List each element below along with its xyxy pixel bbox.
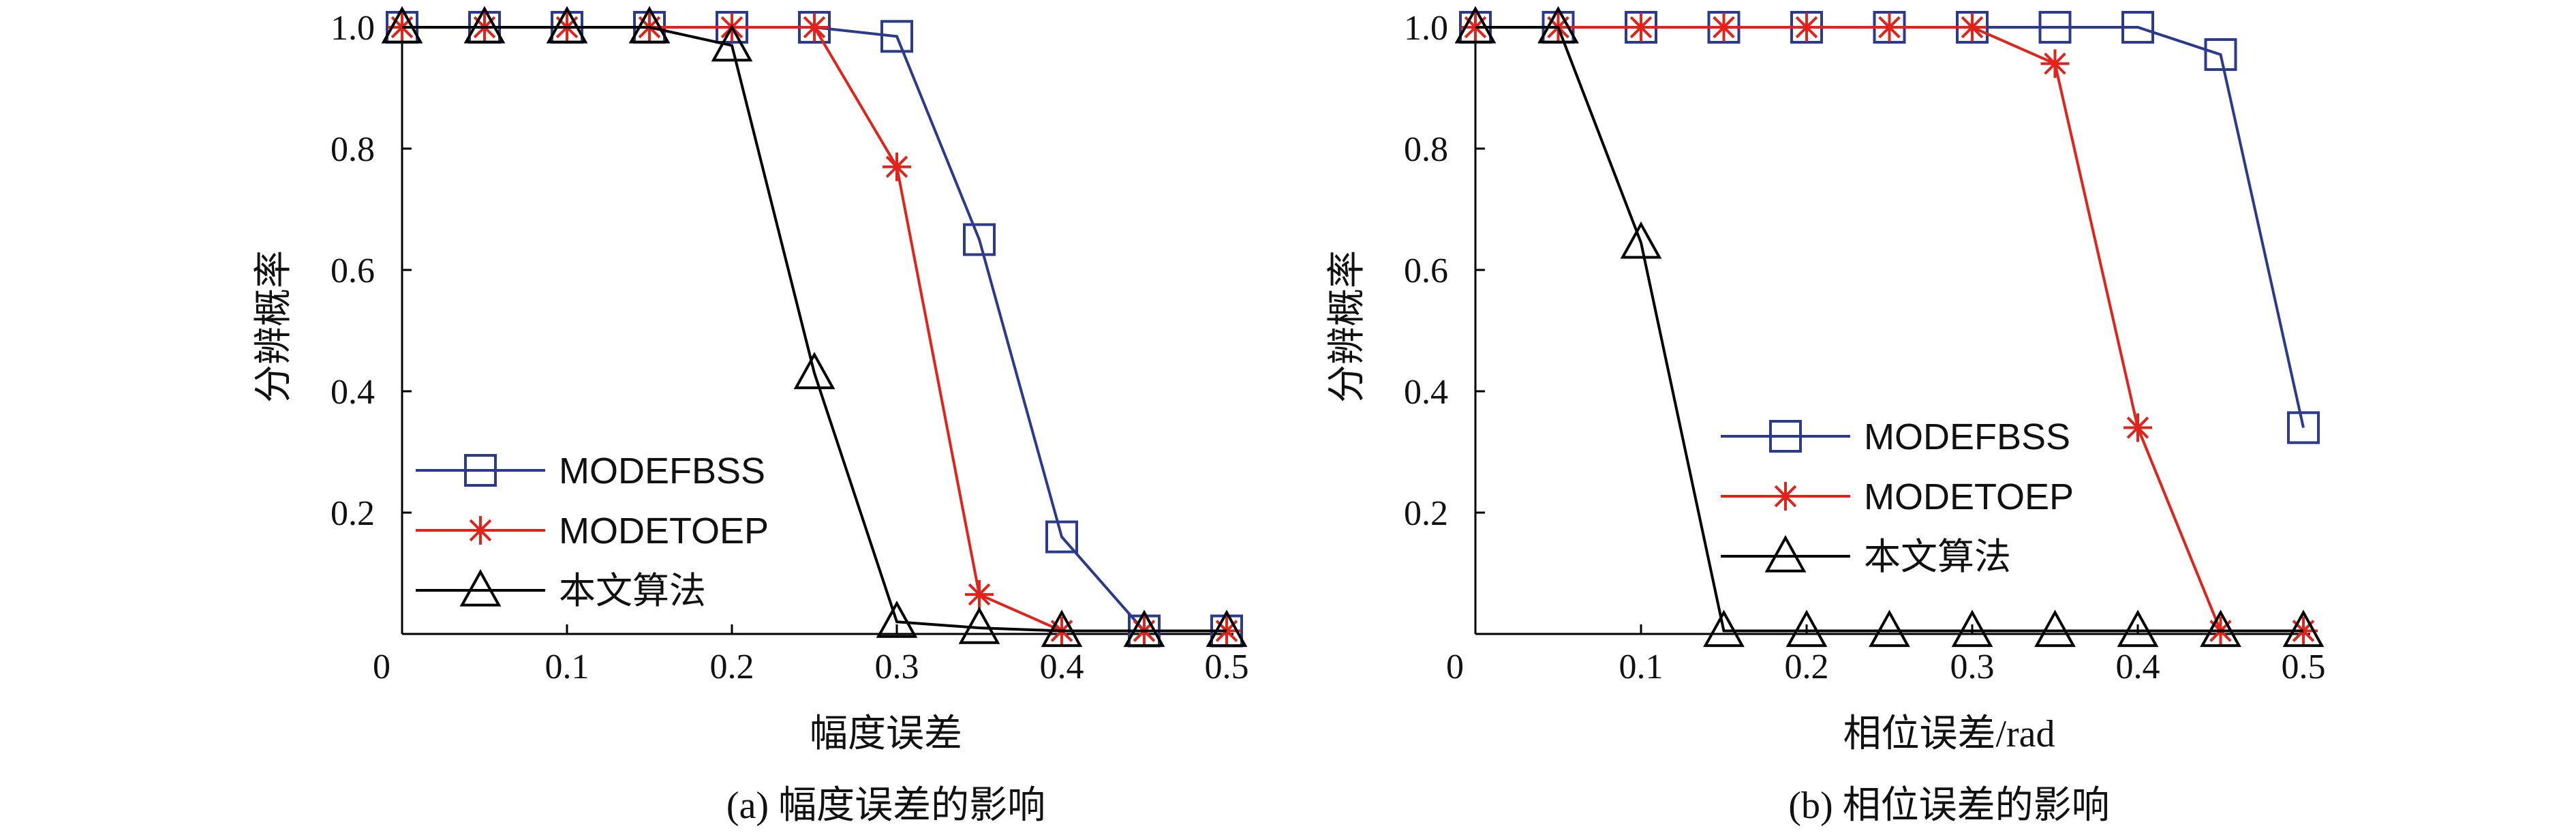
x-tick-label: 0	[1446, 648, 1464, 686]
legend-label: 本文算法	[1864, 536, 2011, 577]
y-tick-label: 0.8	[1404, 130, 1448, 169]
data-point	[1045, 520, 1078, 554]
y-tick-label: 0.2	[331, 494, 375, 533]
data-point	[1041, 609, 1083, 648]
legend-marker	[464, 454, 497, 487]
data-point	[1627, 13, 1655, 42]
data-point	[1123, 609, 1165, 648]
series-本文算法	[381, 5, 1248, 648]
y-axis-title: 分辨概率	[253, 250, 295, 403]
data-point	[965, 580, 994, 609]
data-point	[2034, 609, 2076, 648]
legend-label: MODEFBSS	[1864, 416, 2070, 457]
data-point	[628, 5, 671, 44]
data-point	[1206, 609, 1248, 648]
x-tick-label: 0.5	[1205, 648, 1249, 686]
data-point	[958, 606, 1000, 644]
series-line	[1475, 26, 2303, 633]
y-tick-label: 0.4	[331, 373, 375, 412]
data-point	[1785, 609, 1828, 648]
x-tick-label: 0	[373, 648, 390, 686]
series-line	[402, 26, 1227, 633]
legend-marker	[459, 569, 502, 607]
data-point	[1951, 609, 1993, 648]
data-point	[2200, 609, 2241, 648]
legend-label: MODETOEP	[559, 511, 769, 551]
legend-marker	[1764, 534, 1807, 573]
legend-label: MODEFBSS	[559, 451, 765, 491]
data-point	[793, 352, 835, 389]
data-point	[2287, 411, 2320, 444]
series-line	[402, 26, 1227, 633]
x-tick-label: 0.1	[1619, 648, 1663, 686]
data-point	[381, 5, 423, 44]
x-tick-label: 0.3	[875, 648, 919, 686]
y-tick-label: 0.4	[1404, 373, 1448, 412]
legend-marker	[466, 516, 495, 545]
data-point	[463, 5, 506, 44]
data-point	[711, 24, 753, 62]
x-tick-label: 0.4	[2116, 648, 2160, 686]
chart-panel-b: 0 0.1 0.2 0.3 0.4 0.5 0.2 0.4 0.6 0.8 1.0 相位误差/rad 分…	[1326, 5, 2326, 827]
series-line	[402, 26, 1227, 633]
data-point	[2204, 38, 2237, 72]
data-point	[1792, 13, 1821, 42]
x-tick-label: 0.1	[545, 648, 589, 686]
data-point	[2117, 609, 2159, 648]
data-point	[2038, 11, 2072, 44]
data-point	[1709, 13, 1738, 42]
x-tick-label: 0.2	[1785, 648, 1829, 686]
series-MODEFBSS	[386, 11, 1243, 648]
data-point	[800, 13, 829, 42]
data-point	[883, 152, 911, 181]
data-point	[2282, 609, 2325, 648]
chart-panel-a: 0 0.1 0.2 0.3 0.4 0.5 0.2 0.4 0.6 0.8 1.0 幅度误差 分辨概率 (…	[253, 5, 1249, 827]
y-tick-label: 0.6	[331, 252, 375, 290]
data-point	[2040, 49, 2070, 78]
y-tick-label: 1.0	[331, 9, 375, 48]
x-axis-title: 幅度误差	[810, 713, 962, 755]
data-point	[2121, 11, 2154, 44]
data-point	[1869, 609, 1910, 648]
series-MODETOEP	[388, 13, 1241, 646]
series-MODEFBSS	[1459, 11, 2320, 444]
x-tick-label: 0.3	[1950, 648, 1995, 686]
legend-marker	[1771, 482, 1800, 511]
x-tick-label: 0.2	[710, 648, 754, 686]
chart-caption: (b) 相位误差的影响	[1788, 785, 2109, 827]
y-tick-label: 0.2	[1404, 494, 1448, 533]
y-axis-title: 分辨概率	[1326, 250, 1368, 403]
legend: MODEFBSS MODETOEP 本文算法	[1721, 416, 2074, 577]
data-point	[1875, 13, 1904, 42]
x-axis-title: 相位误差/rad	[1843, 713, 2055, 755]
series-line	[1475, 26, 2305, 428]
data-point	[1703, 609, 1745, 648]
data-point	[880, 20, 913, 53]
y-tick-label: 0.8	[331, 130, 375, 169]
data-point	[963, 223, 996, 256]
y-tick-label: 0.6	[1404, 252, 1448, 290]
legend-label: MODETOEP	[1864, 476, 2074, 517]
data-point	[546, 5, 588, 44]
data-point	[1454, 5, 1497, 44]
data-point	[1958, 13, 1987, 42]
series-本文算法	[1454, 5, 2325, 648]
data-point	[876, 601, 918, 638]
legend-marker	[1769, 420, 1802, 453]
x-tick-label: 0.4	[1040, 648, 1084, 686]
x-tick-label: 0.5	[2282, 648, 2326, 686]
y-tick-label: 1.0	[1404, 9, 1448, 48]
data-point	[1537, 5, 1579, 44]
legend: MODEFBSS MODETOEP 本文算法	[416, 451, 769, 611]
data-point	[2123, 413, 2152, 442]
chart-caption: (a) 幅度误差的影响	[726, 785, 1045, 827]
data-point	[1620, 221, 1662, 259]
legend-label: 本文算法	[559, 571, 706, 611]
